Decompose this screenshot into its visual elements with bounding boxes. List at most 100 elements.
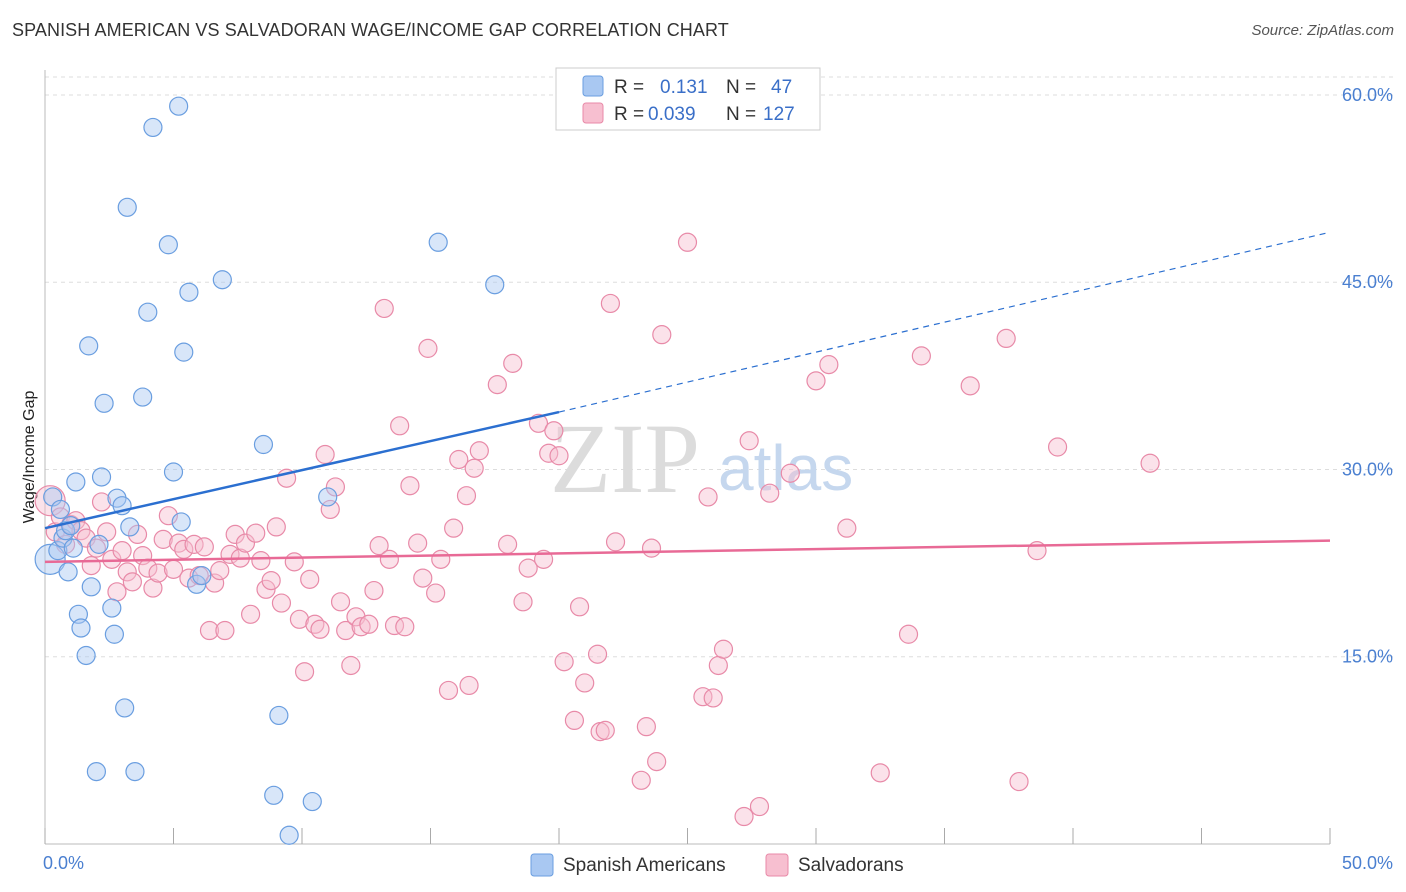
data-point <box>330 592 351 612</box>
series-legend: Spanish Americans Salvadorans <box>530 853 904 877</box>
data-point <box>1047 437 1068 457</box>
data-point <box>133 387 153 407</box>
watermark: ZIP atlas <box>550 403 853 514</box>
data-point <box>50 499 71 520</box>
legend-swatch-blue <box>582 75 604 97</box>
y-tick-label: 15.0% <box>1342 647 1393 667</box>
data-point <box>564 710 585 731</box>
legend-swatch-pink <box>582 102 604 124</box>
data-point <box>253 434 274 455</box>
spanish-americans-points <box>34 96 505 845</box>
data-point <box>444 518 464 538</box>
data-point <box>269 705 289 726</box>
data-point <box>148 563 168 583</box>
data-point <box>153 529 173 549</box>
data-point <box>587 644 608 664</box>
data-point <box>677 232 698 252</box>
data-point <box>456 486 477 506</box>
data-point <box>413 568 433 588</box>
data-point <box>647 752 667 772</box>
x-ticks <box>44 828 1331 844</box>
data-point <box>266 517 286 537</box>
data-point <box>469 441 489 461</box>
trend-line-spanish-americans-extension <box>558 231 1331 413</box>
y-tick-label: 45.0% <box>1342 272 1393 292</box>
data-point <box>94 393 114 413</box>
bottom-legend-swatch-pink <box>765 853 789 877</box>
data-point <box>61 516 81 536</box>
data-point <box>379 549 399 569</box>
trend-lines <box>44 231 1331 564</box>
data-point <box>395 617 415 637</box>
data-point <box>544 421 564 441</box>
bottom-legend-label-spanish-americans: Spanish Americans <box>563 855 726 876</box>
data-point <box>76 645 96 666</box>
data-point <box>89 534 109 554</box>
data-point <box>284 552 304 572</box>
data-point <box>261 570 281 591</box>
data-point <box>549 446 569 466</box>
data-point <box>125 761 145 782</box>
legend-n-value-2: 127 <box>763 104 795 125</box>
data-point <box>554 652 574 672</box>
data-point <box>780 463 800 483</box>
y-tick-label: 30.0% <box>1342 459 1393 479</box>
data-point <box>819 355 839 375</box>
data-point <box>390 416 410 436</box>
data-point <box>117 197 137 217</box>
data-point <box>34 543 66 575</box>
data-point <box>302 791 322 812</box>
y-tick-labels: 15.0% 30.0% 45.0% 60.0% <box>1342 85 1393 667</box>
data-point <box>171 512 191 532</box>
data-point <box>431 549 451 569</box>
data-point <box>279 825 299 845</box>
data-point <box>48 541 68 561</box>
data-point <box>289 609 310 629</box>
data-point <box>438 680 459 701</box>
trend-line-spanish-americans <box>44 410 560 530</box>
data-point <box>212 270 232 290</box>
salvadorans-points <box>34 232 1160 827</box>
data-point <box>369 536 389 556</box>
data-point <box>271 593 292 613</box>
data-point <box>760 483 780 503</box>
data-point <box>518 558 538 578</box>
data-point <box>79 336 99 356</box>
x-tick-label-max: 50.0% <box>1342 853 1393 873</box>
data-point <box>310 619 330 639</box>
legend-n-label-1: N = <box>726 77 756 98</box>
data-point <box>251 551 271 571</box>
data-point <box>418 338 438 358</box>
data-point <box>179 282 199 302</box>
data-point <box>86 761 107 782</box>
data-point <box>81 577 101 597</box>
data-point <box>199 620 220 641</box>
data-point <box>911 346 931 366</box>
data-point <box>449 449 469 470</box>
watermark-zip: ZIP <box>550 403 700 514</box>
legend-r-value-1: 0.131 <box>660 77 708 98</box>
data-point <box>485 275 505 295</box>
data-point <box>143 117 163 138</box>
y-tick-label: 60.0% <box>1342 85 1393 105</box>
data-point <box>194 537 214 557</box>
data-point <box>498 534 518 554</box>
data-point <box>264 785 284 805</box>
data-point <box>408 533 428 553</box>
legend-r-label-1: R = <box>614 77 644 98</box>
grid <box>45 76 1393 658</box>
data-point <box>641 538 662 558</box>
data-point <box>749 796 770 817</box>
data-point <box>300 569 320 589</box>
data-point <box>120 517 140 537</box>
data-point <box>66 472 86 492</box>
data-point <box>174 342 194 362</box>
data-point <box>117 562 137 582</box>
source-label: Source: ZipAtlas.com <box>1251 22 1394 39</box>
data-point <box>569 597 590 617</box>
data-point <box>400 476 420 496</box>
data-point <box>215 620 235 641</box>
data-point <box>739 431 759 451</box>
data-point <box>112 541 132 561</box>
